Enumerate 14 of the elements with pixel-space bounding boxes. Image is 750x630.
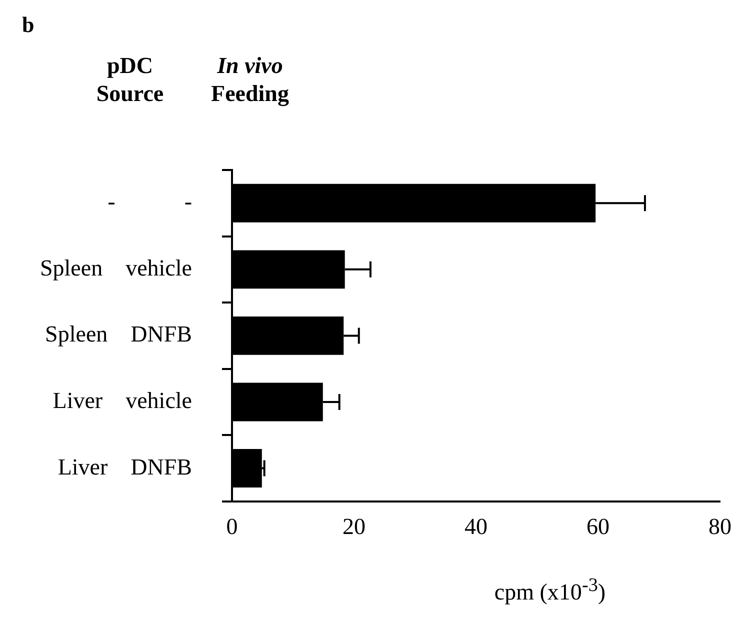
x-tick-label: 0 <box>226 514 238 540</box>
y-tick-label: - - <box>108 189 192 214</box>
x-tick-label: 80 <box>708 514 732 540</box>
text: b <box>22 12 34 38</box>
x-tick-label: 60 <box>586 514 610 540</box>
y-tick-label: Spleen DNFB <box>45 322 192 347</box>
x-tick-label: 20 <box>342 514 366 540</box>
x-tick-label: 40 <box>464 514 488 540</box>
text: In vivo Feeding <box>210 52 290 108</box>
text: pDC Source <box>95 52 165 108</box>
y-tick-label: Liver DNFB <box>58 454 192 480</box>
y-tick-label: Spleen vehicle <box>40 255 192 280</box>
x-axis-title: cpm (x10$^{-3}$) <box>493 575 607 606</box>
y-tick-label: Liver vehicle <box>52 388 192 414</box>
